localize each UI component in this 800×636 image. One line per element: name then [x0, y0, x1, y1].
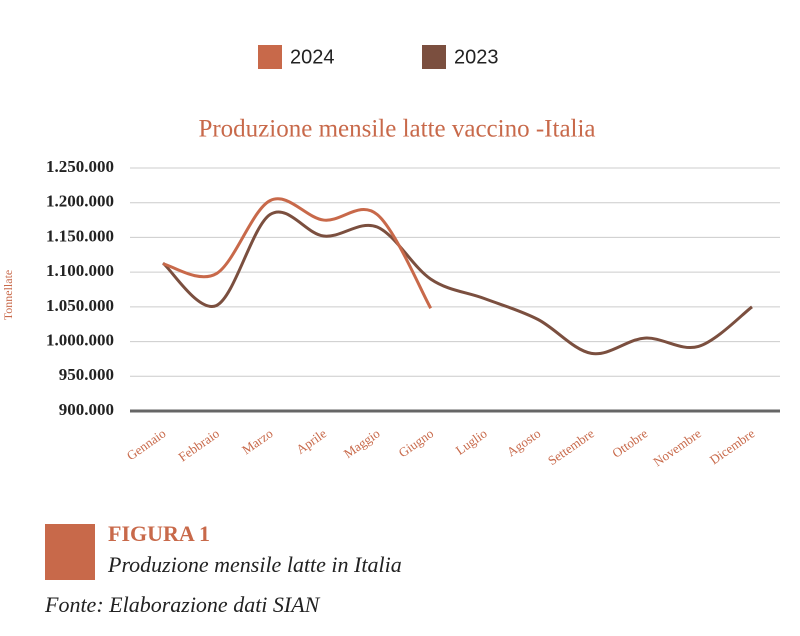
legend-swatch: [422, 45, 446, 69]
x-tick-label: Gennaio: [124, 426, 169, 464]
x-tick-label: Agosto: [504, 426, 543, 460]
x-tick-label: Luglio: [453, 426, 490, 458]
x-tick-label: Giugno: [396, 426, 437, 461]
legend-label: 2023: [454, 46, 499, 68]
figure-label: FIGURA 1: [108, 521, 210, 546]
y-tick-label: 1.150.000: [46, 226, 114, 245]
legend-label: 2024: [290, 46, 335, 68]
y-tick-label: 1.200.000: [46, 192, 114, 211]
y-tick-label: 1.000.000: [46, 330, 114, 349]
x-tick-label: Novembre: [650, 425, 704, 469]
figure-caption: Produzione mensile latte in Italia: [107, 552, 402, 577]
x-tick-label: Settembre: [545, 425, 597, 468]
x-tick-label: Aprile: [293, 425, 329, 456]
x-tick-label: Ottobre: [609, 425, 650, 460]
y-tick-label: 1.100.000: [46, 261, 114, 280]
figure-source: Fonte: Elaborazione dati SIAN: [44, 592, 321, 617]
chart-title: Produzione mensile latte vaccino -Italia: [198, 116, 595, 143]
y-tick-label: 1.250.000: [46, 157, 114, 176]
y-tick-label: 950.000: [59, 365, 114, 384]
line-series: [162, 197, 433, 309]
line-series: [161, 210, 753, 356]
x-tick-label: Febbraio: [176, 426, 222, 465]
x-tick-label: Dicembre: [707, 425, 758, 467]
x-tick-label: Maggio: [341, 426, 383, 461]
legend-swatch: [258, 45, 282, 69]
x-tick-label: Marzo: [239, 426, 275, 458]
y-tick-label: 900.000: [59, 400, 114, 419]
figure-swatch: [45, 524, 95, 580]
y-axis-label: Tonnellate: [1, 270, 15, 320]
y-tick-label: 1.050.000: [46, 296, 114, 315]
